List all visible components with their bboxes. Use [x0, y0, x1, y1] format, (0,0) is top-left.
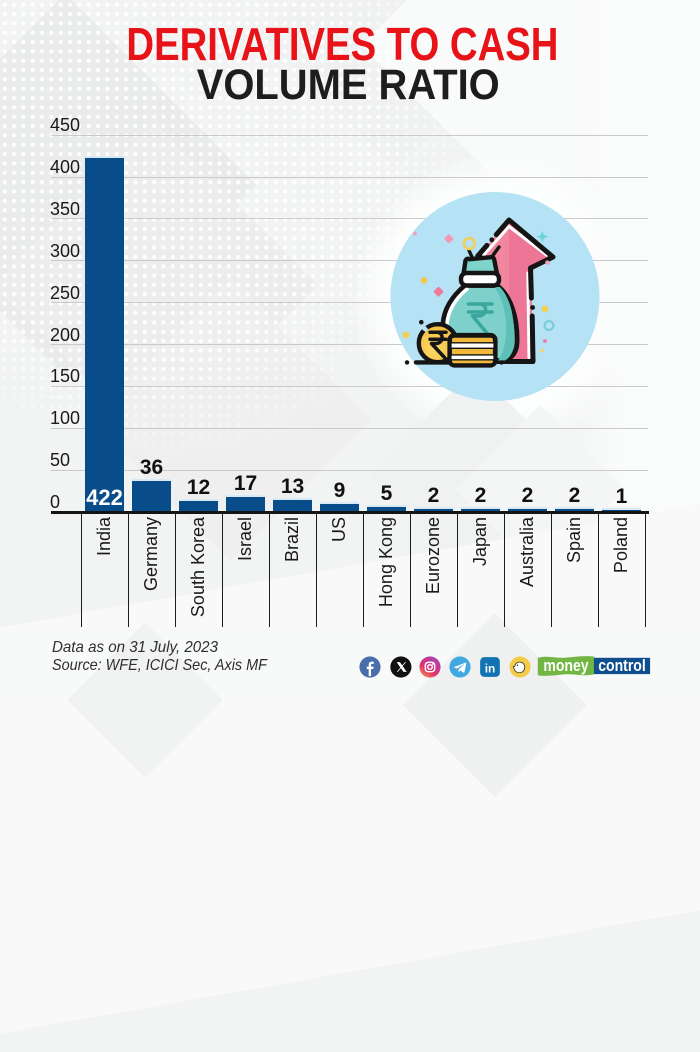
- svg-text:control: control: [598, 657, 645, 675]
- svg-text:money: money: [543, 657, 589, 675]
- svg-text:in: in: [484, 661, 495, 675]
